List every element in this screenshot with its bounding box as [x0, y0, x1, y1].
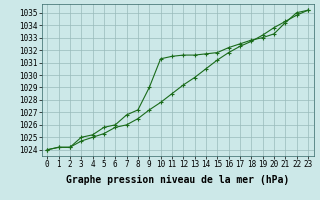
X-axis label: Graphe pression niveau de la mer (hPa): Graphe pression niveau de la mer (hPa) [66, 175, 289, 185]
